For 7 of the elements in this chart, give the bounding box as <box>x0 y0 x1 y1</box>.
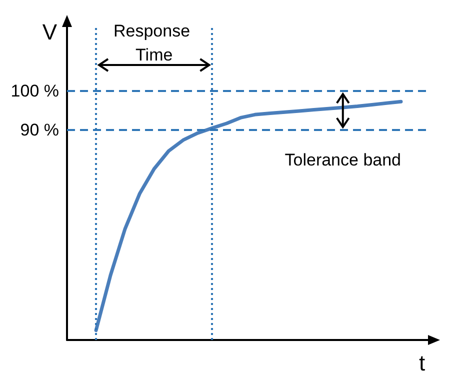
annotation: Tolerance band <box>284 150 402 170</box>
annotation: Response Time <box>113 22 195 64</box>
y-tick-label: 100 % <box>10 82 59 101</box>
y-tick-label: 90 % <box>20 120 59 140</box>
y-axis-title: V <box>42 20 58 44</box>
x-axis-title: t <box>419 350 426 375</box>
line-series <box>94 100 403 332</box>
